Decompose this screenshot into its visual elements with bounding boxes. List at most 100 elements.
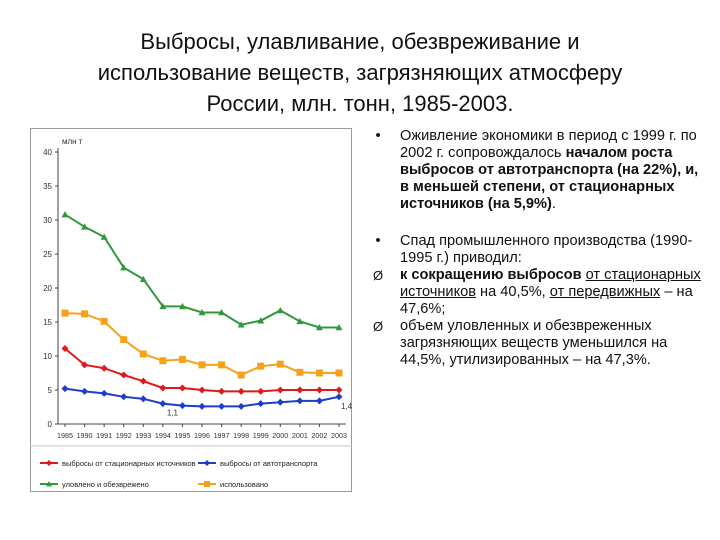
series-2-point <box>218 308 226 316</box>
series-0-point <box>81 361 89 369</box>
y-axis-label: млн т <box>62 137 83 146</box>
bullet-production-decline: • Спад промышленного производства (1990-… <box>368 233 708 267</box>
series-2-point <box>296 317 304 325</box>
series-0-point <box>335 386 343 394</box>
x-tick-label: 1996 <box>194 431 210 440</box>
bullet-text: Спад промышленного производства (1990-19… <box>400 233 693 266</box>
legend-label: выбросы от автотранспорта <box>220 459 318 468</box>
series-2-point <box>178 302 186 310</box>
series-0-point <box>178 384 186 392</box>
y-tick-label: 35 <box>43 182 52 191</box>
series-2-point <box>237 321 245 328</box>
series-0-point <box>198 386 206 394</box>
bullet-end: . <box>551 196 556 212</box>
y-tick-label: 30 <box>43 216 52 225</box>
series-2-point <box>257 317 265 324</box>
series-2-point <box>159 302 167 310</box>
x-tick-label: 1991 <box>96 431 112 440</box>
emissions-chart: млн т 40 35 30 25 20 15 10 5 0 1985 1990 1991 1992 199… <box>30 128 352 492</box>
bullet-mark: • <box>375 128 381 144</box>
bullet-mark: • <box>375 233 381 249</box>
series-3-point <box>120 336 128 344</box>
x-tick-label: 1998 <box>233 431 249 440</box>
series-1-point <box>335 393 343 401</box>
subbullet-mid: на 40,5%, <box>476 284 550 300</box>
legend-label: выбросы от стационарных источников <box>62 459 196 468</box>
legend-label: уловлено и обезврежено <box>62 480 149 489</box>
bullet-text: Оживление экономики в период с 1999 г. п… <box>400 128 697 161</box>
legend-label: использовано <box>220 480 268 489</box>
series-1-point <box>61 385 69 393</box>
series-3-point <box>237 371 245 379</box>
series-1-point <box>159 400 167 408</box>
x-tick-label: 1985 <box>57 431 73 440</box>
series-2-point <box>120 264 128 271</box>
x-tick-label: 1990 <box>77 431 93 440</box>
series-0-point <box>276 386 284 394</box>
series-0-point <box>315 386 323 394</box>
series-0-point <box>61 345 69 353</box>
legend-swatch-marker <box>46 460 52 466</box>
series-0-point <box>257 387 265 395</box>
series-1-point <box>257 400 265 408</box>
series-0-point <box>218 387 226 395</box>
series-1-point <box>315 397 323 405</box>
series-2-point <box>315 323 323 331</box>
series-1-point <box>198 402 206 410</box>
series-3-point <box>276 360 284 368</box>
series-3-point <box>100 317 108 325</box>
series-0-point <box>139 377 147 385</box>
page-title: Выбросы, улавливание, обезвреживание и и… <box>20 26 700 119</box>
x-tick-label: 1995 <box>174 431 190 440</box>
series-0-point <box>296 386 304 394</box>
series-1-point <box>139 395 147 403</box>
y-tick-label: 0 <box>48 420 53 429</box>
series-0-point <box>159 384 167 392</box>
subbullet-text: объем уловленных и обезвреженных загрязн… <box>400 318 668 368</box>
series-2-point <box>81 223 89 230</box>
series-2-point <box>198 308 206 316</box>
series-1-point <box>120 393 128 401</box>
series-1-point <box>237 402 245 410</box>
series-3-point <box>315 369 323 377</box>
series-3-point <box>257 362 265 370</box>
legend-swatch-marker <box>204 481 210 487</box>
series-2-point <box>335 323 343 331</box>
arrow-bullet-icon: Ø <box>372 268 384 283</box>
data-annotation: 1,4 <box>341 402 352 411</box>
subbullet-underline-1: от стационарных источников <box>400 267 701 300</box>
y-tick-label: 5 <box>48 386 53 395</box>
bullet-economy-revival: • Оживление экономики в период с 1999 г.… <box>368 128 708 213</box>
data-annotation: 1,1 <box>167 409 179 418</box>
series-1-point <box>100 389 108 397</box>
y-tick-label: 20 <box>43 284 52 293</box>
subbullet-end: – на 47,6%; <box>400 284 693 317</box>
series-2-point <box>61 211 69 218</box>
x-tick-label: 1993 <box>135 431 151 440</box>
arrow-bullet-icon: Ø <box>372 319 384 334</box>
x-tick-label: 1999 <box>253 431 269 440</box>
bullet-bold-text: началом роста выбросов от автотранспорта… <box>400 145 699 212</box>
x-tick-label: 1992 <box>116 431 132 440</box>
series-1-point <box>178 402 186 410</box>
series-2-point <box>100 233 108 240</box>
x-tick-label: 2003 <box>331 431 347 440</box>
series-2-point <box>276 306 284 314</box>
series-1-point <box>81 387 89 395</box>
legend-swatch-marker <box>46 481 52 487</box>
series-3-point <box>198 361 206 369</box>
series-0-point <box>120 371 128 379</box>
y-tick-label: 25 <box>43 250 52 259</box>
series-3-point <box>61 309 69 317</box>
y-tick-label: 40 <box>43 148 52 157</box>
bullet-list: • Оживление экономики в период с 1999 г.… <box>368 128 708 369</box>
series-3-point <box>81 310 89 318</box>
series-3-point <box>296 368 304 376</box>
y-tick-label: 15 <box>43 318 52 327</box>
series-3-point <box>218 361 226 369</box>
subbullet-bold: к сокращению выбросов <box>400 267 582 283</box>
y-tick-label: 10 <box>43 352 52 361</box>
series-0-point <box>237 387 245 395</box>
x-tick-label: 2002 <box>311 431 327 440</box>
